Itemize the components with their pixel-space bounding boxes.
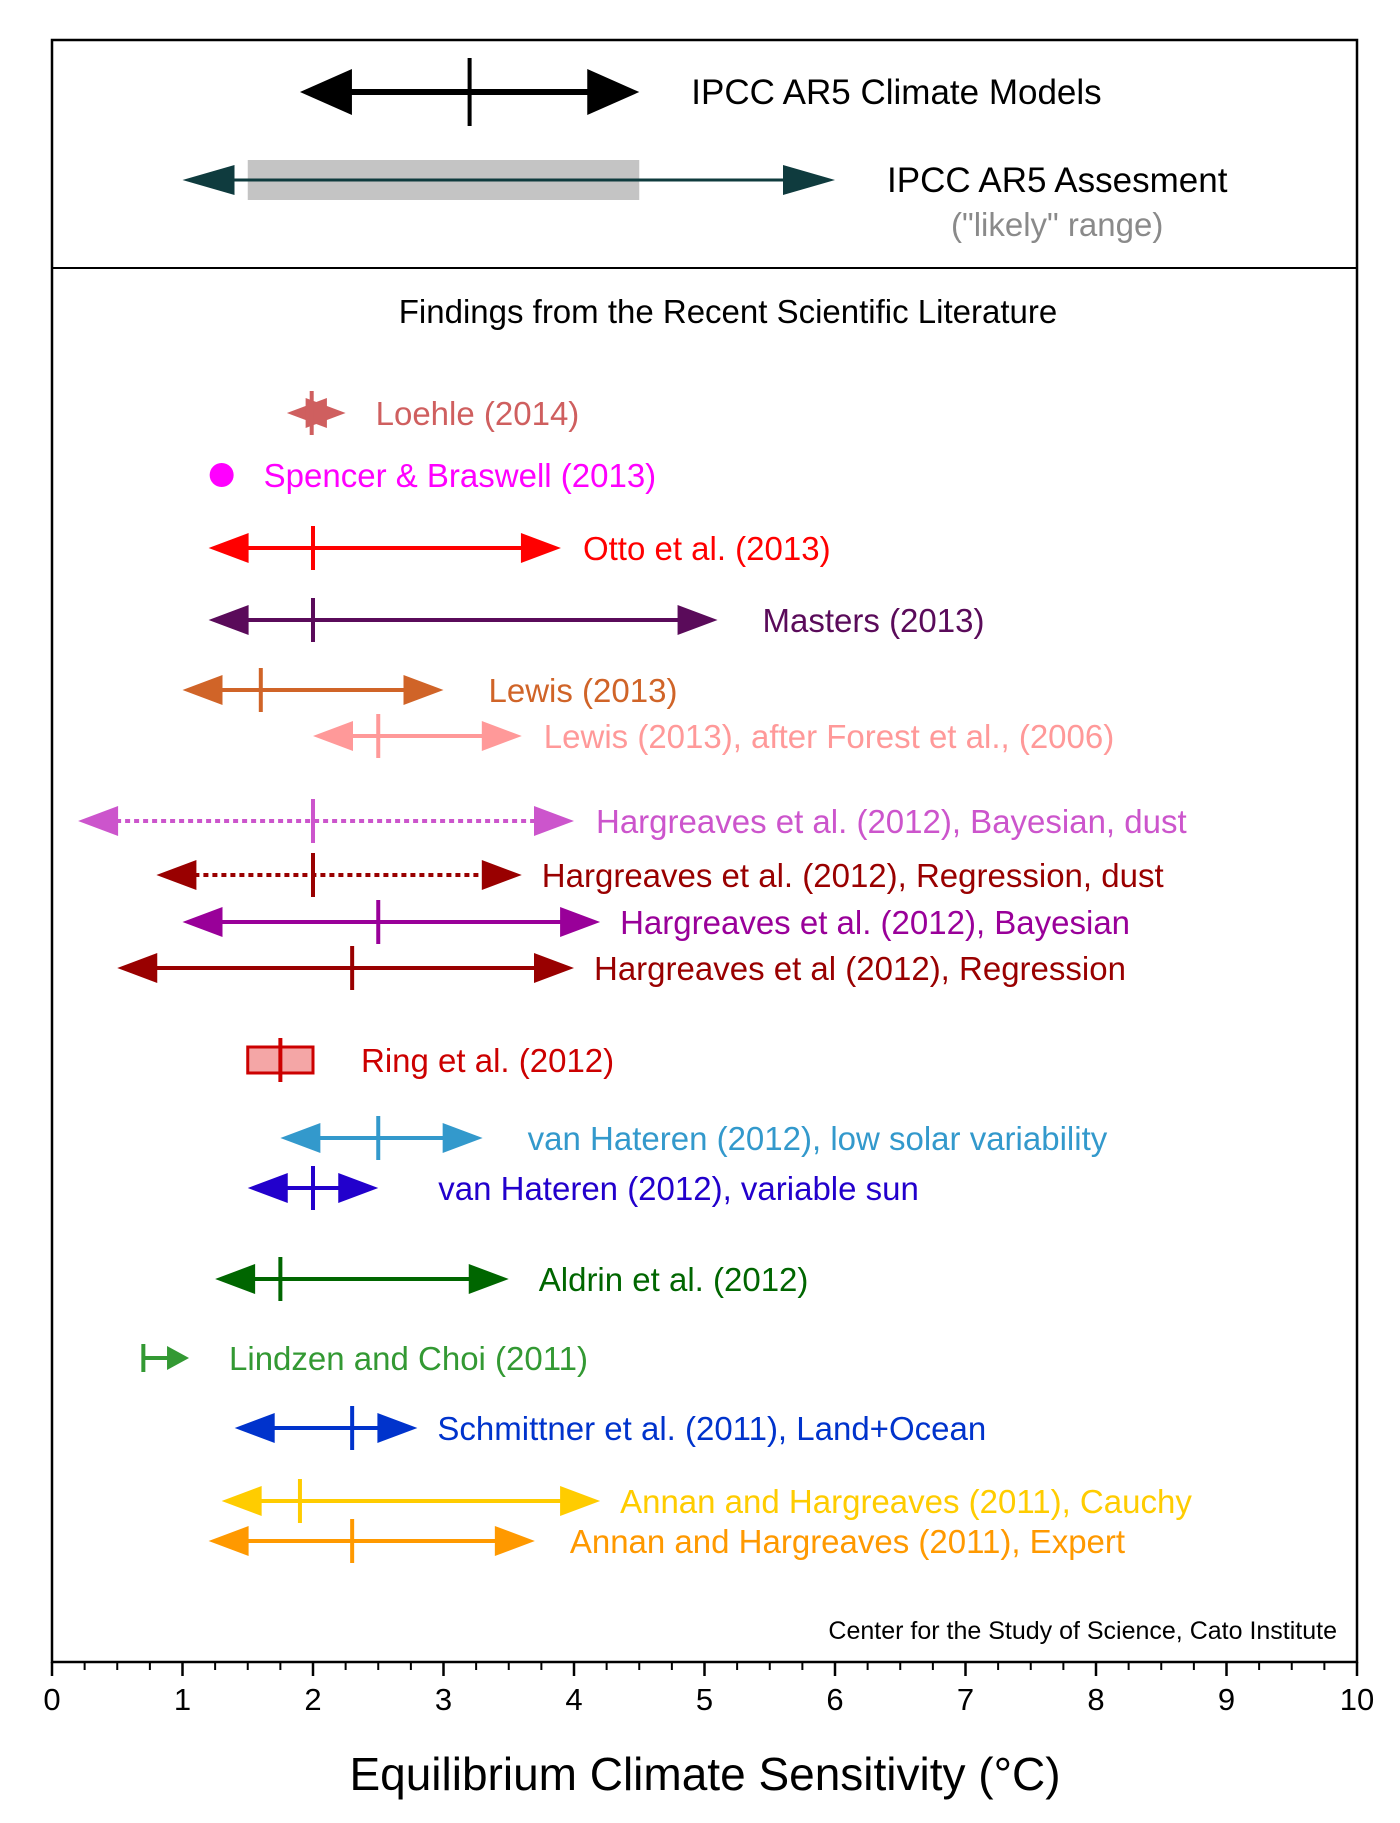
study-row: Hargreaves et al (2012), Regression <box>117 946 1126 990</box>
ipcc-label: IPCC AR5 Assesment <box>887 161 1228 200</box>
range-arrow-right <box>560 907 601 937</box>
study-label: Ring et al. (2012) <box>361 1042 614 1079</box>
study-row: van Hateren (2012), variable sun <box>247 1166 919 1210</box>
range-arrow-right <box>305 398 346 428</box>
studies-panel: Loehle (2014) Spencer & Braswell (2013) Ot… <box>78 391 1192 1563</box>
study-row: Schmittner et al. (2011), Land+Ocean <box>234 1406 986 1450</box>
x-tick-label: 8 <box>1087 1682 1104 1717</box>
study-row: Masters (2013) <box>208 598 985 642</box>
range-arrow-right <box>377 1413 418 1443</box>
study-label: Spencer & Braswell (2013) <box>264 457 657 494</box>
ipcc-row: IPCC AR5 Assesment ("likely" range) <box>182 160 1228 243</box>
x-axis-label: Equilibrium Climate Sensitivity (°C) <box>349 1748 1060 1800</box>
study-label: Hargreaves et al (2012), Regression <box>594 950 1126 987</box>
x-tick-label: 9 <box>1218 1682 1235 1717</box>
study-row: Spencer & Braswell (2013) <box>209 457 657 494</box>
study-label: Masters (2013) <box>763 602 985 639</box>
x-tick-label: 2 <box>304 1682 321 1717</box>
range-arrow-left <box>182 907 223 937</box>
study-label: Annan and Hargreaves (2011), Expert <box>570 1523 1125 1560</box>
range-arrow-right <box>442 1123 483 1153</box>
range-arrow-right <box>587 69 640 115</box>
x-tick-label: 0 <box>43 1682 60 1717</box>
range-arrow-right <box>481 721 522 751</box>
range-arrow-right <box>468 1264 509 1294</box>
range-arrow-left <box>247 1173 288 1203</box>
best-estimate-dot <box>209 463 234 487</box>
range-arrow-right <box>534 953 574 983</box>
credit-text: Center for the Study of Science, Cato In… <box>828 1617 1337 1645</box>
study-label: van Hateren (2012), variable sun <box>438 1170 919 1207</box>
study-label: Lindzen and Choi (2011) <box>229 1340 588 1377</box>
study-row: Ring et al. (2012) <box>246 1038 614 1082</box>
range-arrow-left <box>156 860 197 890</box>
range-arrow-left <box>234 1413 275 1443</box>
study-label: Annan and Hargreaves (2011), Cauchy <box>620 1483 1192 1520</box>
study-row: Loehle (2014) <box>286 391 580 435</box>
study-row: Lindzen and Choi (2011) <box>141 1340 588 1377</box>
study-label: Hargreaves et al. (2012), Regression, du… <box>542 857 1164 894</box>
x-tick-label: 7 <box>957 1682 974 1717</box>
x-tick-label: 10 <box>1340 1682 1374 1717</box>
study-row: Lewis (2013) <box>182 668 678 712</box>
study-label: van Hateren (2012), low solar variabilit… <box>528 1120 1108 1157</box>
ipcc-row: IPCC AR5 Climate Models <box>299 58 1102 126</box>
section-title: Findings from the Recent Scientific Lite… <box>399 293 1057 330</box>
study-label: Hargreaves et al. (2012), Bayesian, dust <box>596 803 1187 840</box>
study-row: Annan and Hargreaves (2011), Expert <box>208 1519 1125 1563</box>
range-arrow-left <box>299 69 352 115</box>
range-arrow-left <box>117 953 158 983</box>
range-arrow-right <box>167 1346 190 1370</box>
range-arrow-right <box>338 1173 379 1203</box>
study-row: Hargreaves et al. (2012), Bayesian, dust <box>78 799 1187 843</box>
range-arrow-right <box>534 806 574 836</box>
range-arrow-right <box>783 165 835 195</box>
ipcc-sublabel: ("likely" range) <box>951 206 1163 243</box>
study-row: Lewis (2013), after Forest et al., (2006… <box>313 714 1114 758</box>
study-row: Aldrin et al. (2012) <box>215 1257 808 1301</box>
study-row: Annan and Hargreaves (2011), Cauchy <box>221 1479 1192 1523</box>
study-label: Hargreaves et al. (2012), Bayesian <box>620 904 1130 941</box>
range-arrow-left <box>208 533 249 563</box>
range-arrow-left <box>208 605 249 635</box>
range-arrow-left <box>215 1264 256 1294</box>
study-label: Lewis (2013), after Forest et al., (2006… <box>544 718 1114 755</box>
study-row: van Hateren (2012), low solar variabilit… <box>280 1116 1108 1160</box>
range-arrow-left <box>313 721 353 751</box>
study-label: Lewis (2013) <box>489 672 678 709</box>
x-tick-label: 4 <box>565 1682 582 1717</box>
range-arrow-left <box>78 806 119 836</box>
study-row: Otto et al. (2013) <box>208 526 831 570</box>
x-tick-label: 5 <box>696 1682 713 1717</box>
range-arrow-right <box>677 605 718 635</box>
range-arrow-left <box>182 165 235 195</box>
range-arrow-right <box>560 1486 601 1516</box>
range-arrow-left <box>221 1486 262 1516</box>
study-label: Aldrin et al. (2012) <box>539 1261 809 1298</box>
range-arrow-left <box>182 675 223 705</box>
study-label: Schmittner et al. (2011), Land+Ocean <box>437 1410 986 1447</box>
range-arrow-left <box>208 1526 249 1556</box>
study-row: Hargreaves et al. (2012), Bayesian <box>182 900 1130 944</box>
range-arrow-right <box>520 533 561 563</box>
range-arrow-right <box>481 860 522 890</box>
range-arrow-left <box>280 1123 321 1153</box>
x-tick-label: 3 <box>435 1682 452 1717</box>
range-arrow-right <box>494 1526 535 1556</box>
study-label: Loehle (2014) <box>376 395 580 432</box>
x-tick-label: 1 <box>174 1682 191 1717</box>
x-axis: 0 1 2 3 4 5 6 7 8 9 10 <box>43 1662 1374 1717</box>
study-row: Hargreaves et al. (2012), Regression, du… <box>156 853 1164 897</box>
ipcc-label: IPCC AR5 Climate Models <box>691 73 1101 112</box>
range-arrow-right <box>403 675 444 705</box>
study-label: Otto et al. (2013) <box>583 530 831 567</box>
ipcc-panel: IPCC AR5 Climate Models IPCC AR5 Assesmen… <box>182 58 1228 243</box>
x-tick-label: 6 <box>826 1682 843 1717</box>
